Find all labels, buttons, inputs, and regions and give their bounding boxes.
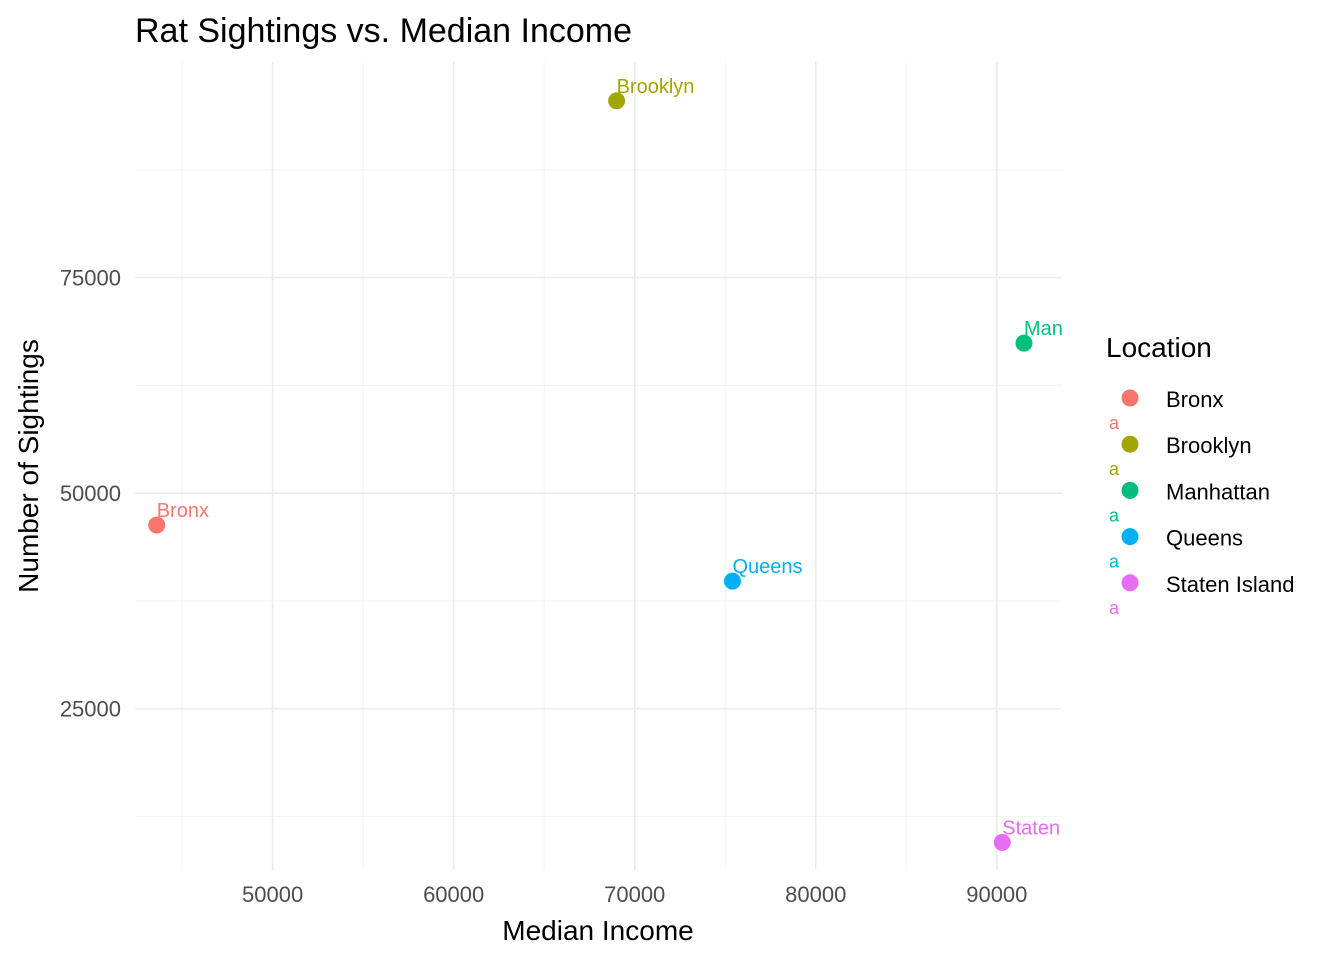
y-tick-label: 75000	[60, 266, 121, 291]
legend-key-text: a	[1109, 598, 1120, 618]
legend-label: Staten Island	[1166, 572, 1294, 597]
legend-title: Location	[1106, 332, 1212, 363]
legend: a Bronx a Brooklyn a Manhattan a Queens a Staten …	[1109, 387, 1294, 618]
chart-title: Rat Sightings vs. Median Income	[135, 12, 632, 50]
data-point-label: Man	[1024, 318, 1063, 340]
data-points: Bronx Brooklyn Man Queens Staten	[148, 76, 1063, 851]
axis-ticks: 50000 60000 70000 80000 90000 25000 50000 75000	[60, 266, 1028, 907]
data-point-label: Brooklyn	[617, 76, 695, 98]
y-axis-title: Number of Sightings	[13, 339, 44, 593]
y-tick-label: 25000	[60, 697, 121, 722]
legend-label: Queens	[1166, 526, 1243, 551]
data-point-label: Bronx	[157, 500, 209, 522]
data-point-label: Staten	[1002, 817, 1060, 839]
legend-key-text: a	[1109, 552, 1120, 572]
grid	[135, 62, 1062, 870]
legend-key-text: a	[1109, 505, 1120, 525]
legend-key-icon	[1121, 481, 1139, 499]
legend-key-icon	[1121, 435, 1139, 453]
x-tick-label: 90000	[966, 882, 1027, 907]
data-point-label: Queens	[732, 556, 802, 578]
legend-key-text: a	[1109, 413, 1120, 433]
x-axis-title: Median Income	[502, 915, 693, 946]
data-point-staten-island	[993, 833, 1011, 851]
x-tick-label: 70000	[604, 882, 665, 907]
x-tick-label: 60000	[423, 882, 484, 907]
legend-key-text: a	[1109, 459, 1120, 479]
legend-label: Manhattan	[1166, 479, 1270, 504]
data-point-bronx	[148, 516, 166, 534]
legend-label: Bronx	[1166, 387, 1223, 412]
x-tick-label: 80000	[785, 882, 846, 907]
legend-key-icon	[1121, 528, 1139, 546]
y-tick-label: 50000	[60, 481, 121, 506]
x-tick-label: 50000	[242, 882, 303, 907]
legend-key-icon	[1121, 389, 1139, 407]
data-point-queens	[723, 572, 741, 590]
data-point-manhattan	[1015, 334, 1033, 352]
legend-key-icon	[1121, 574, 1139, 592]
data-point-brooklyn	[608, 92, 626, 110]
legend-label: Brooklyn	[1166, 433, 1252, 458]
